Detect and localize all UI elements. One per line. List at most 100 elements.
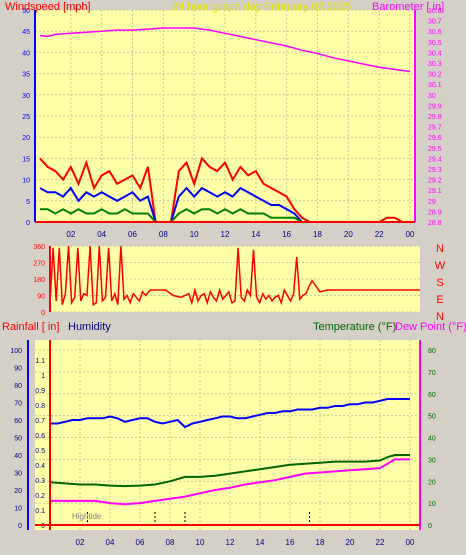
humidity-tick-label: 90 <box>14 366 22 373</box>
barometer-tick-label: 29.7 <box>428 125 442 132</box>
barometer-tick-label: 30.7 <box>428 19 442 26</box>
humidity-tick-label: 0 <box>18 523 22 530</box>
direction-tick-label: 180 <box>33 277 45 284</box>
barometer-tick-label: 30 <box>428 93 436 100</box>
x-tick-label: 16 <box>282 230 291 239</box>
barometer-tick-label: 30.1 <box>428 82 442 89</box>
rainfall-tick-label: 1 <box>41 373 45 380</box>
compass-label: W <box>435 260 446 272</box>
barometer-tick-label: 29 <box>428 199 436 206</box>
rainfall-tick-label: 0.6 <box>35 433 45 440</box>
x-tick-label: 14 <box>256 538 265 547</box>
x-tick-label: 02 <box>76 538 85 547</box>
humidity-tick-label: 10 <box>14 506 22 513</box>
wind-tick-label: 25 <box>22 114 30 121</box>
rainfall-tick-label: 0.8 <box>35 403 45 410</box>
wind-tick-label: 20 <box>22 135 30 142</box>
x-tick-label: 18 <box>316 538 325 547</box>
barometer-tick-label: 30.5 <box>428 40 442 47</box>
temperature-series <box>49 454 410 488</box>
compass-label: N <box>436 243 444 255</box>
x-tick-label: 10 <box>196 538 205 547</box>
rainfall-tick-label: 1.1 <box>35 358 45 365</box>
x-tick-label: 20 <box>344 230 353 239</box>
humidity-tick-label: 30 <box>14 471 22 478</box>
x-tick-label: 08 <box>166 538 175 547</box>
x-tick-label: 12 <box>221 230 230 239</box>
barometer-tick-label: 29.3 <box>428 167 442 174</box>
barometer-tick-label: 29.9 <box>428 103 442 110</box>
temperature-tick-label: 20 <box>428 479 436 486</box>
wind-tick-label: 35 <box>22 72 30 79</box>
temperature-tick-label: 70 <box>428 370 436 377</box>
humidity-tick-label: 60 <box>14 418 22 425</box>
rainfall-tick-label: 0.1 <box>35 508 45 515</box>
barometer-tick-label: 29.4 <box>428 156 442 163</box>
x-tick-label: 12 <box>226 538 235 547</box>
barometer-tick-label: 28.8 <box>428 220 442 227</box>
humidity-tick-label: 100 <box>10 348 22 355</box>
humidity-series <box>50 398 410 429</box>
barometer-tick-label: 28.9 <box>428 209 442 216</box>
wind-tick-label: 40 <box>22 50 30 57</box>
windspeed-label: Windspeed [mph] <box>5 1 91 13</box>
barometer-tick-label: 30.3 <box>428 61 442 68</box>
temperature-label: Temperature (°F) <box>313 321 396 333</box>
rainfall-tick-label: 0.3 <box>35 478 45 485</box>
x-tick-label: 22 <box>375 230 384 239</box>
barometer-tick-label: 29.6 <box>428 135 442 142</box>
direction-tick-label: 270 <box>33 261 45 268</box>
rainfall-tick-label: 0.5 <box>35 448 45 455</box>
wind-direction-series <box>49 245 420 306</box>
barometer-tick-label: 29.2 <box>428 178 442 185</box>
x-tick-label: 06 <box>136 538 145 547</box>
barometer-series <box>39 27 411 73</box>
x-tick-label: 00 <box>406 230 415 239</box>
temperature-tick-label: 80 <box>428 348 436 355</box>
temperature-tick-label: 30 <box>428 457 436 464</box>
barometer-tick-label: 29.8 <box>428 114 442 121</box>
x-tick-label: 04 <box>97 230 106 239</box>
x-tick-label: 04 <box>106 538 115 547</box>
temperature-tick-label: 60 <box>428 392 436 399</box>
wind-tick-label: 5 <box>26 199 30 206</box>
wind-tick-label: 45 <box>22 29 30 36</box>
rainfall-tick-label: 0 <box>41 523 45 530</box>
barometer-tick-label: 30.8 <box>428 8 442 15</box>
humidity-tick-label: 50 <box>14 436 22 443</box>
graph-title: 24 hour graph day February 02 2025 <box>172 1 351 13</box>
x-tick-label: 06 <box>128 230 137 239</box>
x-tick-label: 02 <box>66 230 75 239</box>
temperature-tick-label: 40 <box>428 436 436 443</box>
dewpoint-series <box>50 458 410 506</box>
barometer-tick-label: 30.4 <box>428 50 442 57</box>
x-tick-label: 08 <box>159 230 168 239</box>
barometer-tick-label: 29.5 <box>428 146 442 153</box>
x-tick-label: 18 <box>313 230 322 239</box>
humidity-label: Humidity <box>68 321 111 333</box>
rainfall-tick-label: 0.7 <box>35 418 45 425</box>
x-tick-label: 14 <box>251 230 260 239</box>
direction-tick-label: 0 <box>41 310 45 317</box>
wind-tick-label: 50 <box>22 8 30 15</box>
barometer-tick-label: 30.2 <box>428 72 442 79</box>
wind-tick-label: 10 <box>22 178 30 185</box>
x-tick-label: 16 <box>286 538 295 547</box>
x-tick-label: 20 <box>346 538 355 547</box>
rainfall-tick-label: 0.4 <box>35 463 45 470</box>
x-tick-label: 10 <box>190 230 199 239</box>
direction-tick-label: 90 <box>37 294 45 301</box>
temperature-tick-label: 10 <box>428 501 436 508</box>
humidity-tick-label: 20 <box>14 488 22 495</box>
x-tick-label: 00 <box>406 538 415 547</box>
barometer-tick-label: 29.1 <box>428 188 442 195</box>
humidity-tick-label: 80 <box>14 383 22 390</box>
wind-tick-label: 0 <box>26 220 30 227</box>
direction-tick-label: 360 <box>33 244 45 251</box>
humidity-tick-label: 70 <box>14 401 22 408</box>
humidity-tick-label: 40 <box>14 453 22 460</box>
rainfall-tick-label: 0.9 <box>35 388 45 395</box>
dewpoint-label: Dew Point (°F) <box>395 321 466 333</box>
